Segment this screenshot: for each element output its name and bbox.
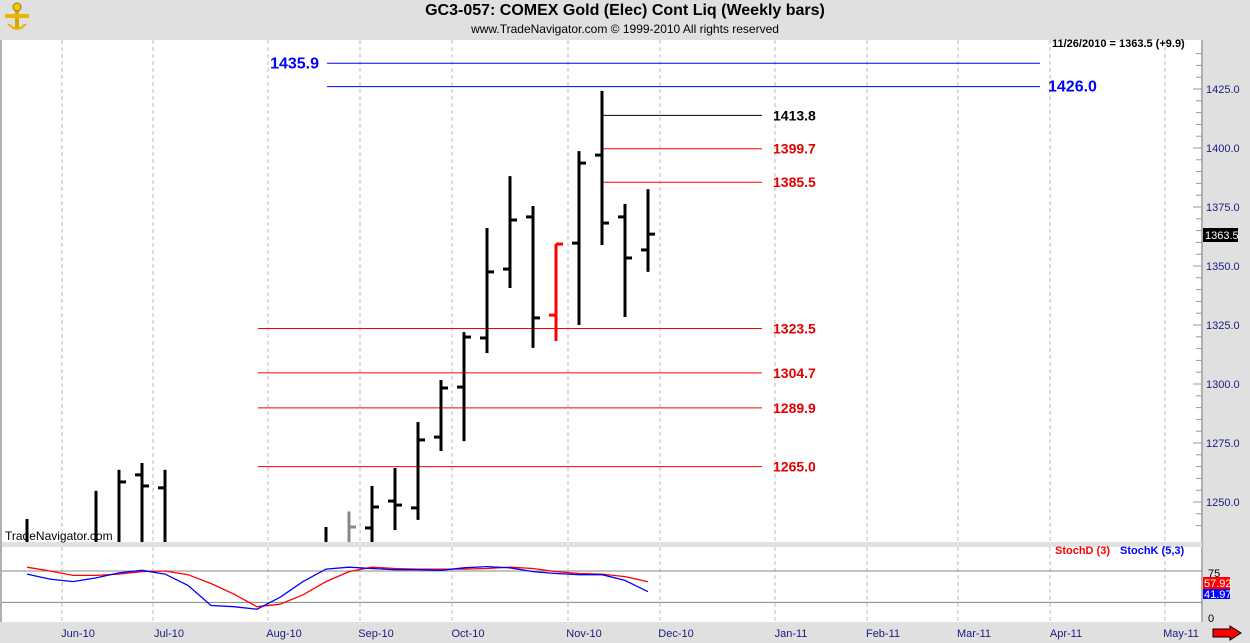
price-tick-label: 1400.0 (1206, 143, 1240, 155)
stochd-line (26, 566, 649, 608)
price-tick-label: 1300.0 (1206, 379, 1240, 391)
ohlc-bar (388, 468, 402, 531)
x-tick-label: Aug-10 (266, 628, 301, 640)
ohlc-bar (117, 469, 126, 542)
last-price-badge (1203, 228, 1238, 242)
legend-stochk: StochK (5,3) (1120, 545, 1185, 557)
x-tick-label: Apr-11 (1050, 628, 1082, 640)
ohlc-bar (572, 151, 586, 325)
price-level-label: 1399.7 (773, 141, 816, 157)
stochk-line (26, 565, 649, 610)
stochastic-panel (2, 547, 1202, 622)
price-tick-label: 1325.0 (1206, 320, 1240, 332)
ohlc-bars (25, 90, 655, 542)
copyright-subtitle: www.TradeNavigator.com © 1999-2010 All r… (471, 22, 779, 36)
stochd-value: 57.92 (1204, 578, 1232, 590)
price-level-label: 1435.9 (270, 55, 319, 72)
watermark: TradeNavigator.com (5, 529, 113, 543)
ohlc-bar (434, 379, 448, 452)
stochk-value-badge (1203, 589, 1230, 599)
price-level-label: 1289.9 (773, 400, 816, 416)
x-tick-label: Jun-10 (61, 628, 95, 640)
price-level-label: 1413.8 (773, 107, 816, 123)
price-level-label: 1323.5 (773, 321, 816, 337)
stoch-tick-0: 0 (1208, 613, 1214, 625)
price-tick-label: 1375.0 (1206, 202, 1240, 214)
stochd-value-badge (1203, 577, 1230, 589)
price-tick-label: 1250.0 (1206, 497, 1240, 509)
ohlc-bar (641, 189, 655, 272)
price-tick-label: 1275.0 (1206, 438, 1240, 450)
ohlc-bar (618, 203, 632, 317)
price-tick-label: 1425.0 (1206, 84, 1240, 96)
ohlc-bar (457, 332, 471, 442)
ohlc-bar (503, 176, 517, 288)
month-gridlines (61, 40, 1166, 622)
x-tick-label: Mar-11 (957, 628, 991, 640)
ohlc-bar (480, 228, 494, 354)
price-axis: 1250.0 1275.0 1300.0 1325.0 1350.0 1375.0 1400… (2, 53, 1240, 603)
price-level-label: 1304.7 (773, 365, 816, 381)
x-tick-label: Sep-10 (358, 628, 393, 640)
ohlc-bar (365, 485, 379, 542)
price-level-label: 1265.0 (773, 459, 816, 475)
ohlc-bar (526, 206, 540, 348)
x-tick-label: Oct-10 (451, 628, 484, 640)
last-price-label: 1363.5 (1205, 230, 1239, 242)
x-tick-label: Jul-10 (154, 628, 184, 640)
legend-stochd: StochD (3) (1055, 545, 1110, 557)
x-tick-label: Dec-10 (658, 628, 693, 640)
chart-title: GC3-057: COMEX Gold (Elec) Cont Liq (Wee… (425, 2, 825, 19)
x-tick-label: May-11 (1163, 628, 1199, 640)
ohlc-bar (549, 242, 563, 342)
stochk-value: 41.97 (1204, 589, 1232, 601)
ohlc-bar (595, 90, 609, 245)
price-level-labels: 1435.9 1426.0 1413.8 1399.7 1385.5 1323.5 1304… (270, 55, 1097, 474)
price-levels (258, 62, 1040, 468)
price-tick-label: 1350.0 (1206, 261, 1240, 273)
ohlc-bar (411, 421, 425, 520)
trade-navigator-logo (2, 2, 32, 36)
price-level-label: 1385.5 (773, 174, 816, 190)
price-level-label: 1426.0 (1048, 79, 1097, 96)
x-tick-label: Nov-10 (566, 628, 601, 640)
scroll-right-arrow-icon[interactable] (1212, 625, 1242, 641)
panel-separator (2, 542, 1202, 547)
x-axis-labels: Jun-10 Jul-10 Aug-10 Sep-10 Oct-10 Nov-10 Dec-… (61, 628, 1199, 640)
x-tick-label: Feb-11 (866, 628, 900, 640)
x-tick-label: Jan-11 (775, 628, 808, 640)
stochastic-lines (26, 565, 649, 610)
ohlc-bar (347, 511, 356, 542)
last-bar-readout: 11/26/2010 = 1363.5 (+9.9) (1052, 38, 1185, 50)
ohlc-bar (158, 469, 167, 542)
ohlc-bar (135, 463, 149, 542)
